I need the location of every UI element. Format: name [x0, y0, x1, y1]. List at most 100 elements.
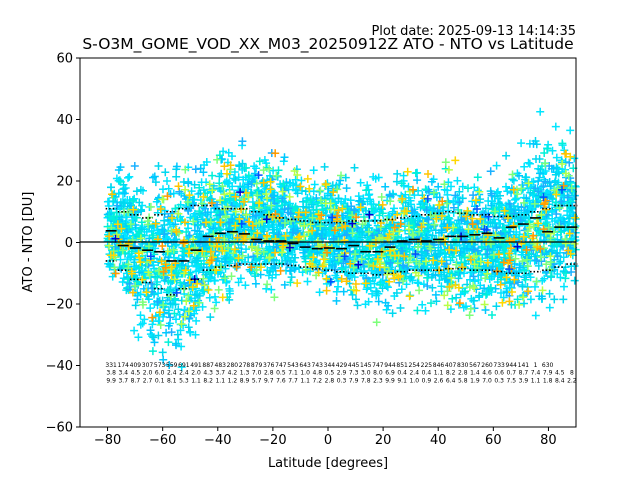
bin-stat-label: 1	[534, 362, 538, 369]
bin-stat-label: 344	[324, 362, 336, 369]
x-tick-label: −80	[94, 433, 121, 448]
bin-stat-label: 307	[142, 362, 154, 369]
bin-stat-label: 4.5	[131, 370, 141, 377]
bin-stat-label: 7.3	[349, 370, 359, 377]
bin-stat-label: 2.8	[264, 370, 274, 377]
bin-stat-label: 0.4	[422, 370, 432, 377]
bin-stat-label: 8.4	[555, 377, 565, 384]
y-tick-label: −20	[46, 298, 73, 313]
y-tick-label: 0	[65, 236, 73, 251]
bin-stat-label: 2.4	[409, 370, 419, 377]
bin-stat-label: 2.2	[567, 377, 577, 384]
bin-stat-label: 7.2	[312, 377, 322, 384]
bin-stat-label: 407	[445, 362, 457, 369]
bin-stat-label: 1.3	[240, 370, 250, 377]
bin-stat-label: 7.4	[531, 370, 541, 377]
bin-stat-label: 1.9	[470, 377, 480, 384]
bin-stat-label: 851	[396, 362, 408, 369]
bin-stat-label: 2.8	[325, 377, 335, 384]
bin-stat-label: 9.9	[385, 377, 395, 384]
x-tick-label: 20	[375, 433, 392, 448]
bin-stat-label: 0.4	[397, 370, 407, 377]
bin-stat-label: 2.6	[434, 377, 444, 384]
bin-stat-label: 5.8	[458, 377, 468, 384]
bin-stat-label: 8.2	[446, 370, 456, 377]
bin-stat-label: 3.7	[215, 370, 225, 377]
x-tick-label: 80	[540, 433, 557, 448]
bin-stat-label: 6.9	[385, 370, 395, 377]
bin-stat-label: 445	[348, 362, 360, 369]
bin-stat-label: 1.1	[434, 370, 444, 377]
bin-stat-label: 409	[130, 362, 142, 369]
bin-stat-label: 846	[433, 362, 445, 369]
bin-stat-label: 743	[312, 362, 324, 369]
x-tick-label: 0	[324, 433, 332, 448]
bin-stat-label: 2.4	[179, 370, 189, 377]
bin-stat-label: 691	[178, 362, 190, 369]
bin-stat-label: 8.0	[373, 370, 383, 377]
plot-date: Plot date: 2025-09-13 14:14:35	[371, 24, 576, 39]
bin-stat-label: 944	[506, 362, 518, 369]
chart-title: S-O3M_GOME_VOD_XX_M03_20250912Z ATO - NT…	[82, 35, 573, 54]
bin-stat-label: 1.0	[409, 377, 419, 384]
bin-stat-label: 8.2	[203, 377, 213, 384]
bin-stat-label: 145	[360, 362, 372, 369]
bin-stat-label: 4.2	[228, 370, 238, 377]
bin-stat-label: 879	[251, 362, 263, 369]
bin-stat-label: 6.0	[155, 370, 165, 377]
bin-stat-label: 331	[105, 362, 117, 369]
bin-stat-label: 5.7	[252, 377, 262, 384]
bin-stat-label: 4.5	[555, 370, 565, 377]
bin-stat-label: 1.1	[215, 377, 225, 384]
bin-stat-label: 429	[336, 362, 348, 369]
x-tick-label: 40	[430, 433, 447, 448]
bin-stat-label: 3.0	[361, 370, 371, 377]
bin-stat-label: 4.3	[203, 370, 213, 377]
bin-stat-label: 7.5	[506, 377, 516, 384]
bin-stat-label: 0.3	[494, 377, 504, 384]
x-axis-ticks: −80 −60 −40 −20 0 20 40 60 80	[94, 427, 557, 448]
bin-stat-label: 491	[190, 362, 202, 369]
bin-stat-label: 2.9	[337, 370, 347, 377]
bin-stat-label: 2.4	[167, 370, 177, 377]
bin-stat-label: 0.5	[325, 370, 335, 377]
scatter-points-layer	[103, 107, 580, 372]
bin-stat-label: 1.0	[300, 370, 310, 377]
bin-stat-label: 141	[518, 362, 530, 369]
bin-stat-label: 7.8	[361, 377, 371, 384]
mean-markers-layer	[105, 217, 578, 262]
bin-stat-label: 7.1	[288, 370, 298, 377]
y-tick-label: 60	[56, 52, 73, 67]
bin-stat-label: 830	[457, 362, 469, 369]
y-tick-label: 40	[56, 113, 73, 128]
bin-stat-label: 280	[227, 362, 239, 369]
bin-stat-label: 1.2	[228, 377, 238, 384]
bin-stat-label: 8	[570, 370, 574, 377]
x-tick-label: −60	[149, 433, 176, 448]
bin-stat-label: 567	[469, 362, 481, 369]
bin-stat-label: 9.1	[397, 377, 407, 384]
bin-stat-label: 254	[409, 362, 421, 369]
bin-stat-label: 1.1	[300, 377, 310, 384]
bin-stat-label: 0.1	[155, 377, 165, 384]
scatter-series-10	[146, 171, 566, 297]
bin-stat-label: 6.4	[446, 377, 456, 384]
bin-stat-label: 3.9	[519, 377, 529, 384]
x-tick-label: 60	[485, 433, 502, 448]
bin-stat-label: 2.0	[143, 370, 153, 377]
bin-stat-label: 559	[166, 362, 178, 369]
bin-stat-label: 0.6	[494, 370, 504, 377]
bin-stat-label: 887	[202, 362, 214, 369]
bin-stat-label: 2.3	[373, 377, 383, 384]
bin-stat-label: 7.9	[349, 377, 359, 384]
bin-stat-label: 8.7	[519, 370, 529, 377]
bin-stat-label: 747	[372, 362, 384, 369]
bin-stat-label: 7.0	[252, 370, 262, 377]
y-tick-label: −40	[46, 359, 73, 374]
bin-stat-label: 4.6	[482, 370, 492, 377]
bin-stat-label: 643	[299, 362, 311, 369]
bin-stat-label: 174	[118, 362, 130, 369]
y-tick-label: −60	[46, 421, 73, 436]
bin-stat-label: 573	[154, 362, 166, 369]
